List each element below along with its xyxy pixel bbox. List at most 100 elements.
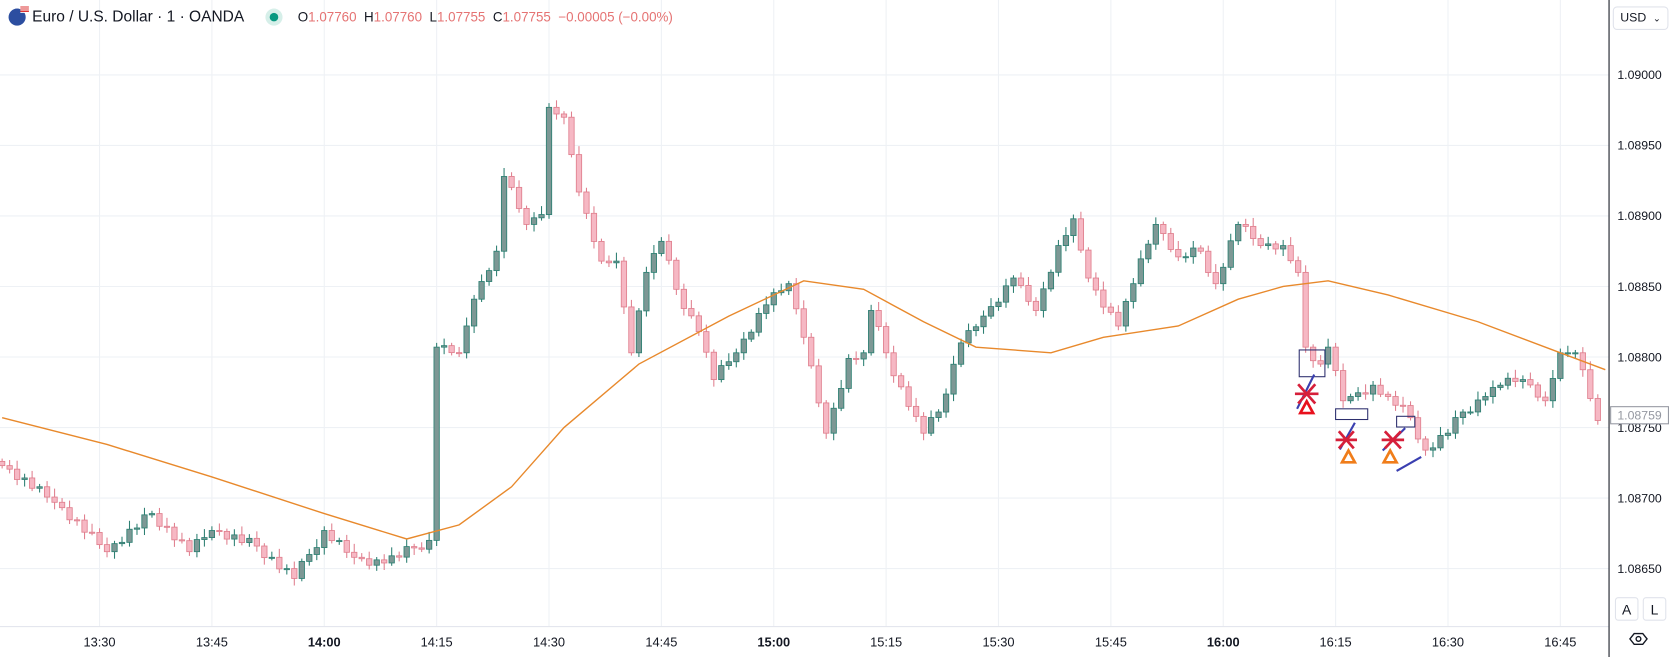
candle-body (950, 363, 957, 395)
candle-up (36, 483, 43, 493)
candle-up (433, 342, 440, 547)
time-tick-label: 14:15 (421, 634, 453, 649)
candle-down (703, 324, 710, 358)
candle-up (935, 409, 942, 422)
candle-body (1055, 245, 1062, 273)
candle-body (1175, 249, 1182, 258)
candle-body (1145, 243, 1152, 260)
candle-body (935, 411, 942, 418)
candle-body (1407, 405, 1414, 419)
time-tick-label: 16:45 (1544, 634, 1576, 649)
symbol-title[interactable]: Euro / U.S. Dollar · 1 · OANDA (32, 8, 245, 26)
candle-up (1437, 426, 1444, 451)
candle-up (470, 294, 478, 334)
candle-body (605, 260, 613, 264)
moving-average-line (1, 280, 1606, 540)
candle-down (1257, 234, 1264, 249)
candle-body (298, 560, 305, 579)
candle-up (650, 245, 657, 280)
candle-body (163, 525, 171, 528)
candle-down (1085, 247, 1092, 283)
candle-body (1017, 277, 1025, 286)
candle-body (957, 342, 965, 365)
candle-down (883, 322, 890, 359)
candle-down (523, 205, 530, 231)
candle-up (500, 168, 508, 259)
log-scale-button[interactable]: L (1642, 597, 1667, 621)
candle-body (1362, 392, 1369, 395)
candle-body (575, 154, 583, 193)
candle-body (860, 352, 867, 360)
candle-body (703, 331, 710, 353)
candle-up (1190, 240, 1197, 264)
last-price-label: 1.08759 (1617, 409, 1662, 423)
candle-body (1369, 384, 1377, 395)
candle-body (1092, 277, 1099, 291)
candle-body (36, 486, 43, 489)
candle-down (912, 397, 920, 423)
market-open-status-icon (265, 8, 283, 26)
candle-down (673, 257, 680, 295)
price-axis[interactable]: 1.09000 1.08950 1.08900 1.08850 1.08800 1.087… (1617, 68, 1662, 576)
candle-body (388, 555, 395, 564)
candle-body (1085, 249, 1092, 279)
settings-eye-icon[interactable] (1629, 631, 1648, 649)
candle-up (1572, 349, 1579, 359)
candle-down (568, 111, 575, 158)
candle-body (905, 386, 912, 407)
drawing-asterisk (1335, 430, 1358, 450)
candle-body (628, 306, 635, 354)
candle-up (373, 557, 380, 571)
candle-body (830, 407, 837, 434)
candle-body (1444, 432, 1452, 436)
candle-down (560, 111, 568, 125)
candle-body (800, 308, 807, 338)
candle-up (321, 526, 328, 555)
time-axis[interactable]: 13:30 13:45 14:00 14:15 14:30 14:45 15:00 15:15… (83, 634, 1576, 649)
candle-up (298, 558, 305, 582)
candle-body (823, 402, 830, 434)
candle-body (1474, 399, 1482, 413)
candle-body (1527, 379, 1534, 386)
candle-body (1257, 238, 1264, 247)
candle-body (1220, 266, 1227, 285)
ohlc-open: O1.07760 (297, 9, 357, 25)
candle-down (66, 500, 73, 525)
candle-body (815, 365, 822, 404)
candle-body (1512, 377, 1519, 382)
candle-down (96, 528, 103, 549)
candle-down (875, 302, 882, 331)
candle-down (6, 459, 13, 474)
candle-up (336, 537, 343, 545)
candle-up (1354, 387, 1362, 401)
candle-body (1265, 243, 1272, 247)
candle-down (575, 146, 583, 197)
candle-body (912, 405, 920, 417)
currency-dropdown[interactable]: USD ⌄ (1612, 6, 1669, 30)
time-tick-label: 13:30 (83, 634, 115, 649)
candle-down (381, 554, 388, 571)
candle-body (1325, 346, 1332, 365)
candle-up (1489, 380, 1497, 404)
candle-body (1317, 360, 1324, 365)
candle-body (793, 283, 800, 310)
candle-body (1429, 447, 1437, 451)
candle-body (1287, 245, 1294, 262)
candle-up (133, 523, 141, 535)
auto-scale-button[interactable]: A (1614, 597, 1639, 621)
ohlc-close: C1.07755 (492, 9, 551, 25)
candle-body (306, 554, 313, 562)
candle-down (238, 526, 245, 546)
time-tick-label: 14:00 (308, 634, 341, 649)
candle-body (456, 352, 463, 355)
candle-body (1384, 393, 1392, 397)
candle-body (441, 345, 448, 348)
candle-body (1070, 218, 1077, 237)
candle-body (373, 559, 380, 566)
time-tick-label: 15:15 (870, 634, 902, 649)
drawing-triangle (1381, 447, 1399, 464)
candle-body (208, 530, 216, 538)
candle-body (808, 336, 815, 367)
drawings (1294, 349, 1422, 472)
